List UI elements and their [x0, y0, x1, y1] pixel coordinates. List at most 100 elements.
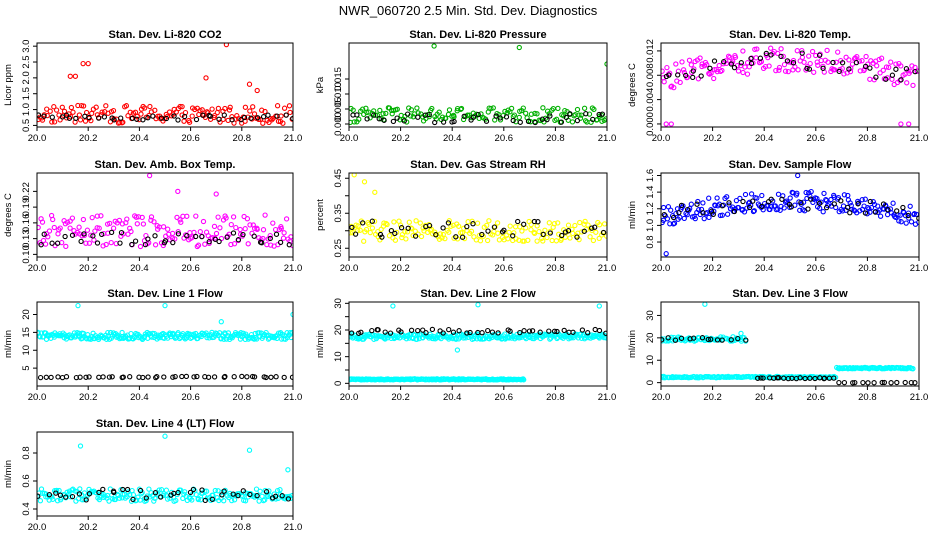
- x-tick-label: 20.8: [546, 263, 565, 274]
- data-point: [521, 377, 527, 383]
- data-point: [83, 497, 89, 503]
- x-tick-label: 21.0: [598, 263, 617, 274]
- data-point: [128, 228, 134, 235]
- data-point: [843, 54, 849, 60]
- data-point: [394, 334, 400, 341]
- outlier-point: [254, 87, 260, 94]
- y-tick-label: 0.25: [333, 239, 344, 258]
- data-point: [753, 55, 759, 61]
- outlier-point: [75, 302, 81, 309]
- data-point: [768, 52, 774, 58]
- data-point: [277, 487, 283, 493]
- data-point: [205, 374, 212, 380]
- data-point: [885, 207, 891, 213]
- data-point: [505, 236, 511, 242]
- data-point: [281, 374, 287, 381]
- data-point: [202, 488, 208, 494]
- data-point: [817, 205, 823, 211]
- data-point: [489, 329, 496, 335]
- data-point: [235, 492, 241, 499]
- outlier-point: [604, 61, 607, 67]
- data-point: [402, 333, 408, 339]
- data-point: [377, 231, 384, 238]
- data-point: [142, 241, 149, 248]
- data-point: [592, 326, 598, 333]
- panel-title: Stan. Dev. Line 2 Flow: [420, 288, 536, 300]
- data-point: [259, 240, 265, 246]
- data-point: [694, 201, 700, 207]
- data-point: [484, 222, 490, 229]
- data-point: [221, 112, 227, 118]
- data-point: [154, 373, 160, 380]
- data-point: [221, 488, 227, 494]
- data-point: [800, 199, 807, 205]
- data-point: [725, 53, 732, 59]
- y-tick-label: 15: [21, 327, 32, 338]
- data-point: [867, 198, 873, 205]
- data-point: [470, 114, 477, 120]
- outlier-point: [246, 447, 253, 453]
- data-point: [692, 215, 698, 222]
- data-point: [436, 109, 442, 115]
- data-point: [748, 55, 754, 62]
- data-point: [56, 487, 62, 494]
- panel: Stan. Dev. Amb. Box Temp. degrees C 20.0 20…: [3, 159, 302, 274]
- data-point: [510, 117, 516, 124]
- data-point: [754, 195, 760, 201]
- data-point: [83, 374, 89, 380]
- data-point: [375, 327, 381, 333]
- data-point: [585, 222, 591, 228]
- data-point: [268, 374, 274, 380]
- data-point: [670, 214, 677, 221]
- data-point: [138, 111, 144, 117]
- data-point: [388, 227, 395, 234]
- data-point: [59, 239, 65, 246]
- data-point: [513, 334, 520, 341]
- data-point: [277, 239, 284, 246]
- outlier-point: [738, 330, 744, 337]
- data-point: [711, 208, 717, 214]
- data-point: [43, 231, 50, 237]
- data-point: [493, 113, 499, 119]
- data-point: [668, 84, 674, 90]
- data-point: [415, 114, 421, 120]
- data-point: [679, 59, 685, 65]
- data-point: [124, 486, 131, 493]
- data-point: [145, 236, 151, 242]
- data-point: [699, 335, 706, 341]
- data-point: [535, 219, 541, 225]
- data-point: [171, 113, 177, 119]
- data-point: [217, 225, 223, 231]
- data-point: [423, 330, 429, 336]
- data-point: [744, 71, 751, 77]
- data-point: [200, 112, 206, 118]
- data-point: [88, 336, 94, 342]
- data-point: [273, 231, 280, 237]
- data-point: [37, 374, 44, 381]
- data-point: [880, 201, 887, 207]
- data-point: [784, 58, 791, 64]
- data-point: [591, 106, 597, 113]
- data-point: [474, 220, 481, 226]
- x-tick-label: 20.4: [130, 263, 149, 274]
- data-point: [369, 218, 375, 224]
- data-point: [719, 212, 725, 218]
- data-point: [350, 107, 356, 113]
- y-tick-label: 0.5: [21, 119, 32, 132]
- data-point: [900, 204, 906, 211]
- data-point: [546, 328, 552, 334]
- outlier-point: [175, 188, 181, 195]
- data-point: [108, 239, 114, 246]
- data-point: [109, 374, 115, 380]
- data-point: [116, 217, 123, 224]
- data-point: [699, 63, 705, 70]
- data-point: [145, 115, 151, 121]
- x-tick-label: 20.8: [233, 392, 252, 403]
- data-point: [661, 79, 667, 85]
- data-point: [96, 225, 102, 231]
- panel: Stan. Dev. Line 2 Flow ml/min 20.0 20.2 20.4…: [315, 288, 616, 403]
- outlier-point: [285, 467, 291, 473]
- data-point: [279, 493, 285, 499]
- data-point: [705, 336, 711, 343]
- data-point: [257, 488, 263, 494]
